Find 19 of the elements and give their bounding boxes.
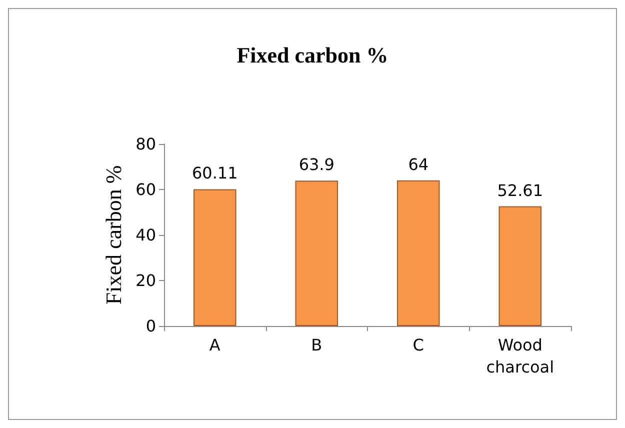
bar [397, 180, 440, 326]
bar [498, 206, 542, 326]
data-label: 64 [408, 154, 429, 174]
x-tick-label: A [209, 336, 220, 354]
data-label: 60.11 [192, 164, 238, 183]
y-tick-label: 20 [136, 271, 156, 290]
y-tick-label: 0 [146, 316, 156, 336]
x-tick-label: C [412, 336, 424, 354]
y-tick-label: 80 [136, 134, 156, 154]
bar [194, 189, 236, 326]
chart-title: Fixed carbon % [236, 42, 388, 68]
y-tick-label: 40 [136, 226, 156, 244]
data-label: 52.61 [497, 180, 544, 200]
y-tick-label: 60 [136, 180, 156, 199]
y-axis-title: Fixed carbon % [101, 165, 126, 305]
x-tick-label: Wood charcoal [486, 336, 554, 376]
data-label: 63.9 [298, 155, 334, 174]
x-tick-label: B [311, 336, 322, 354]
bar [295, 180, 338, 326]
